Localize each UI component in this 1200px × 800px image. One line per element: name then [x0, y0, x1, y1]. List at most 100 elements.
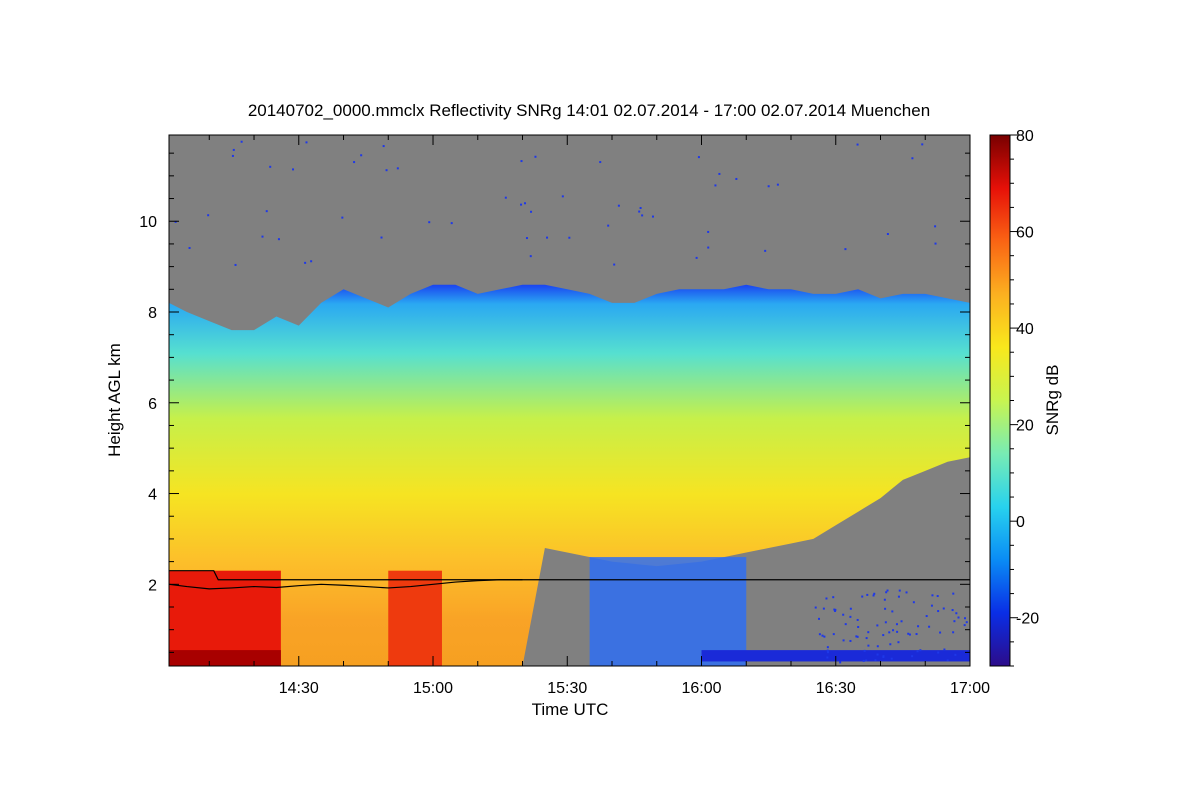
noise-pixel — [919, 649, 922, 652]
surface-clutter-band — [701, 650, 970, 662]
colorbar-tick-label: 20 — [1016, 418, 1034, 435]
noise-pixel — [818, 617, 821, 620]
colorbar-tick-label: -20 — [1016, 611, 1039, 628]
noise-pixel — [876, 624, 879, 627]
x-tick-label: 17:00 — [950, 680, 990, 697]
noise-pixel — [534, 155, 537, 158]
strong-echo-band — [388, 570, 442, 666]
noise-pixel — [261, 235, 264, 238]
x-tick-label: 14:30 — [279, 680, 319, 697]
noise-pixel — [380, 236, 383, 239]
noise-pixel — [865, 637, 868, 640]
noise-pixel — [866, 593, 869, 596]
x-tick-label: 16:00 — [681, 680, 721, 697]
noise-pixel — [234, 263, 237, 266]
noise-pixel — [304, 261, 307, 264]
colorbar-tick-label: 60 — [1016, 225, 1034, 242]
noise-pixel — [897, 595, 900, 598]
y-tick-label: 2 — [148, 577, 157, 594]
noise-pixel — [912, 601, 915, 604]
noise-pixel — [833, 608, 836, 611]
noise-pixel — [823, 635, 826, 638]
noise-pixel — [265, 210, 268, 213]
noise-pixel — [862, 659, 865, 662]
noise-pixel — [886, 589, 889, 592]
noise-pixel — [934, 242, 937, 245]
noise-pixel — [277, 238, 280, 241]
noise-pixel — [849, 607, 852, 610]
noise-pixel — [888, 631, 891, 634]
noise-pixel — [818, 633, 821, 636]
noise-pixel — [231, 154, 234, 157]
noise-pixel — [599, 161, 602, 164]
y-axis-label: Height AGL km — [105, 343, 124, 457]
noise-pixel — [872, 594, 875, 597]
colorbar-tick-label: 80 — [1016, 128, 1034, 145]
noise-pixel — [874, 659, 877, 662]
colorbar-tick-label: 40 — [1016, 321, 1034, 338]
noise-pixel — [917, 625, 920, 628]
noise-pixel — [827, 651, 830, 654]
noise-pixel — [707, 246, 710, 249]
noise-pixel — [915, 633, 918, 636]
noise-pixel — [907, 632, 910, 635]
colorbar — [989, 134, 1011, 667]
noise-pixel — [638, 210, 641, 213]
noise-pixel — [946, 659, 949, 662]
noise-pixel — [891, 610, 894, 613]
noise-pixel — [890, 657, 893, 660]
noise-pixel — [883, 598, 886, 601]
noise-pixel — [892, 629, 895, 632]
noise-pixel — [911, 655, 914, 658]
x-axis: 14:30 15:00 15:30 16:00 16:30 17:00 — [208, 135, 990, 697]
noise-pixel — [952, 592, 955, 595]
noise-pixel — [842, 613, 845, 616]
noise-pixel — [900, 620, 903, 623]
noise-pixel — [861, 595, 864, 598]
cloud-reflectivity-field — [169, 284, 970, 666]
noise-pixel — [607, 224, 610, 227]
noise-pixel — [873, 592, 876, 595]
noise-pixel — [855, 635, 858, 638]
noise-pixel — [884, 621, 887, 624]
noise-pixel — [952, 631, 955, 634]
noise-pixel — [939, 631, 942, 634]
y-tick-label: 10 — [139, 214, 157, 231]
noise-pixel — [937, 610, 940, 613]
noise-pixel — [232, 148, 235, 151]
noise-pixel — [714, 184, 717, 187]
noise-pixel — [882, 634, 885, 637]
noise-pixel — [928, 625, 931, 628]
y-axis: 2 4 6 8 10 — [139, 152, 970, 653]
noise-pixel — [954, 653, 957, 656]
noise-pixel — [937, 651, 940, 654]
noise-pixel — [867, 631, 870, 634]
noise-pixel — [896, 630, 899, 633]
x-tick-label: 15:30 — [547, 680, 587, 697]
noise-pixel — [908, 633, 911, 636]
colorbar-axis: 80 60 40 20 0 -20 — [1010, 128, 1039, 667]
noise-pixel — [174, 220, 177, 223]
noise-pixel — [916, 650, 919, 653]
noise-pixel — [842, 639, 845, 642]
noise-pixel — [895, 623, 898, 626]
noise-pixel — [884, 607, 887, 610]
noise-pixel — [911, 157, 914, 160]
noise-pixel — [641, 214, 644, 217]
precip-streak — [589, 557, 747, 666]
x-tick-label: 15:00 — [413, 680, 453, 697]
noise-pixel — [857, 626, 860, 629]
plot-frame — [168, 134, 971, 667]
noise-pixel — [396, 167, 399, 170]
noise-pixel — [718, 172, 721, 175]
noise-pixel — [943, 648, 946, 651]
noise-pixel — [965, 621, 968, 624]
noise-pixel — [876, 653, 879, 656]
noise-pixel — [839, 661, 842, 664]
layer-height-line — [169, 579, 523, 590]
noise-pixel — [856, 143, 859, 146]
noise-pixel — [849, 639, 852, 642]
strong-echo-core — [169, 650, 281, 666]
noise-pixel — [504, 196, 507, 199]
